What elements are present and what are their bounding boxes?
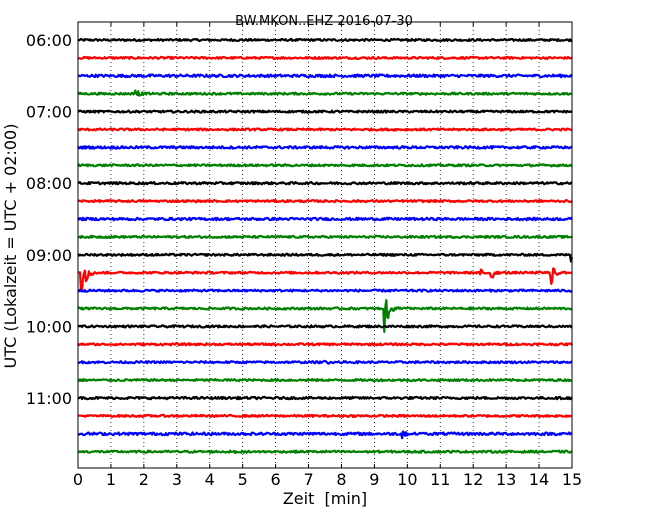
plot-frame bbox=[77, 21, 573, 469]
x-axis-ticks: 0 1 2 3 4 5 6 7 8 9 10 11 12 13 14 15 bbox=[73, 22, 582, 489]
seismic-trace bbox=[77, 267, 573, 293]
seismic-trace bbox=[77, 413, 573, 418]
trace-group bbox=[77, 37, 574, 455]
y-tick-label: 11:00 bbox=[26, 389, 72, 408]
seismic-trace bbox=[77, 342, 573, 347]
seismic-trace bbox=[77, 234, 573, 239]
x-tick-label: 0 bbox=[73, 470, 83, 489]
seismic-trace bbox=[77, 449, 573, 455]
seismic-trace bbox=[77, 163, 573, 168]
x-tick-label: 10 bbox=[397, 470, 417, 489]
x-tick-label: 4 bbox=[205, 470, 215, 489]
seismic-trace bbox=[77, 127, 573, 132]
x-tick-label: 12 bbox=[463, 470, 483, 489]
seismic-trace bbox=[77, 216, 573, 222]
x-tick-label: 2 bbox=[139, 470, 149, 489]
x-tick-label: 3 bbox=[172, 470, 182, 489]
seismic-trace bbox=[77, 359, 573, 365]
seismic-trace bbox=[77, 89, 573, 97]
seismic-trace bbox=[77, 324, 573, 329]
seismic-trace bbox=[77, 109, 573, 114]
seismic-trace bbox=[77, 299, 573, 334]
seismic-trace bbox=[77, 288, 573, 293]
x-tick-label: 11 bbox=[430, 470, 450, 489]
seismic-trace bbox=[77, 252, 574, 263]
y-tick-label: 07:00 bbox=[26, 103, 72, 122]
x-tick-label: 5 bbox=[238, 470, 248, 489]
seismic-trace bbox=[77, 199, 573, 204]
x-tick-label: 14 bbox=[529, 470, 549, 489]
x-tick-label: 9 bbox=[369, 470, 379, 489]
grid-lines bbox=[110, 22, 540, 468]
x-axis-label: Zeit [min] bbox=[283, 489, 367, 508]
x-tick-label: 15 bbox=[562, 470, 582, 489]
y-tick-label: 09:00 bbox=[26, 246, 72, 265]
seismic-trace bbox=[77, 395, 573, 401]
y-tick-label: 10:00 bbox=[26, 317, 72, 336]
y-axis-label: UTC (Lokalzeit = UTC + 02:00) bbox=[1, 124, 20, 369]
seismic-trace bbox=[77, 430, 573, 440]
x-tick-label: 13 bbox=[496, 470, 516, 489]
y-tick-label: 08:00 bbox=[26, 174, 72, 193]
y-axis-ticks: 06:00 07:00 08:00 09:00 10:00 11:00 bbox=[26, 31, 572, 408]
seismic-trace bbox=[77, 37, 573, 43]
seismic-trace bbox=[77, 145, 573, 150]
y-tick-label: 06:00 bbox=[26, 31, 72, 50]
x-tick-label: 1 bbox=[106, 470, 116, 489]
x-tick-label: 6 bbox=[271, 470, 281, 489]
seismic-trace bbox=[77, 181, 573, 186]
x-tick-label: 7 bbox=[303, 470, 313, 489]
x-tick-label: 8 bbox=[336, 470, 346, 489]
seismic-trace bbox=[77, 55, 573, 60]
seismic-trace bbox=[77, 378, 573, 383]
seismic-trace bbox=[77, 73, 573, 79]
